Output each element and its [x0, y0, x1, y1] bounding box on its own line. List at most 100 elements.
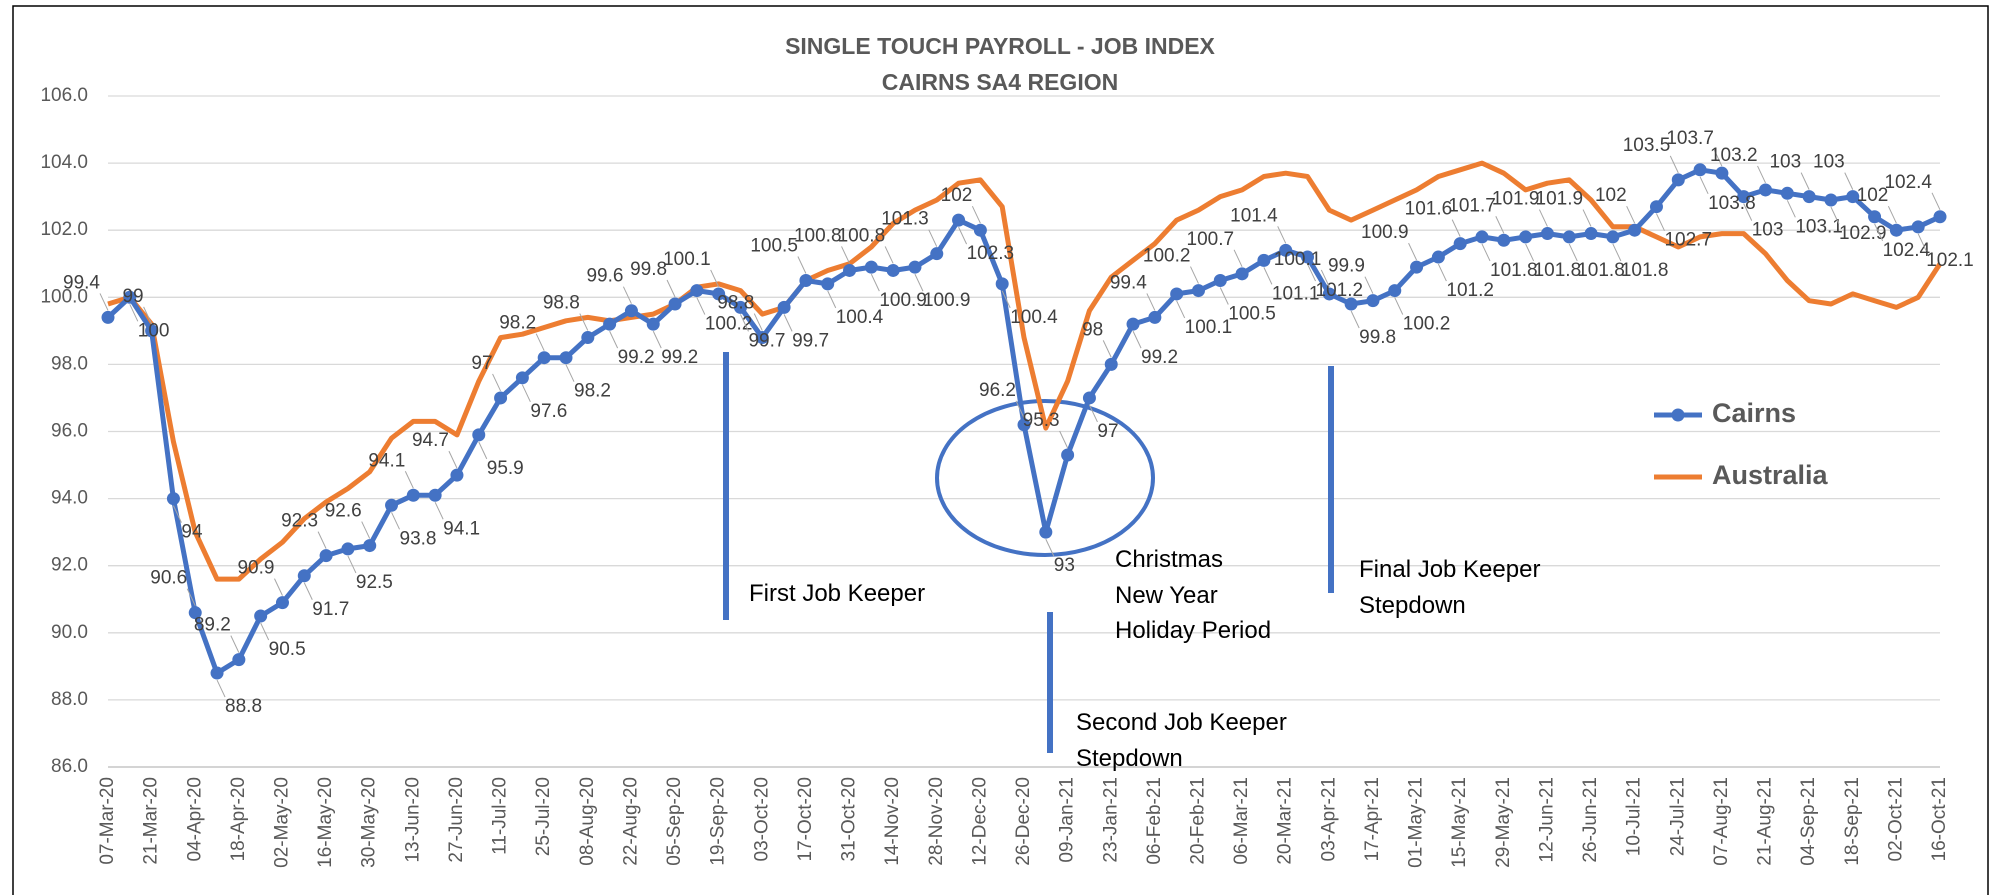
- x-tick-label: 26-Dec-20: [1013, 777, 1034, 866]
- data-point: [1802, 190, 1816, 204]
- data-point: [1562, 230, 1576, 244]
- y-tick-label: 98.0: [51, 353, 88, 374]
- data-point: [1889, 223, 1903, 237]
- data-label: 99.4: [63, 272, 100, 293]
- data-label: 100.9: [923, 290, 971, 311]
- label-leader: [579, 313, 589, 331]
- data-point: [843, 263, 857, 277]
- annotation-ellipse: [935, 399, 1155, 557]
- data-point: [1715, 166, 1729, 180]
- x-tick-label: 16-May-20: [315, 777, 336, 868]
- data-point: [1213, 274, 1227, 288]
- data-point: [1584, 227, 1598, 241]
- data-point: [581, 331, 595, 345]
- label-leader: [274, 578, 283, 596]
- label-leader: [1844, 172, 1854, 190]
- data-point: [275, 596, 289, 610]
- label-leader: [1743, 203, 1753, 221]
- data-point: [1366, 294, 1380, 308]
- label-leader: [1437, 263, 1447, 282]
- data-point: [973, 223, 987, 237]
- x-tick-label: 06-Mar-21: [1231, 777, 1252, 865]
- data-label: 101.9: [1492, 189, 1540, 210]
- data-label: 99.7: [748, 330, 785, 351]
- data-label: 100.4: [836, 307, 884, 328]
- data-point: [712, 287, 726, 301]
- data-label: 99.7: [792, 330, 829, 351]
- data-label: 101.2: [1446, 280, 1494, 301]
- label-leader: [172, 505, 182, 523]
- data-point: [1540, 227, 1554, 241]
- annotation: Stepdown: [1076, 745, 1183, 772]
- data-label: 100.9: [1361, 222, 1409, 243]
- data-point: [755, 331, 769, 345]
- data-label: 100.9: [879, 290, 927, 311]
- y-tick-label: 90.0: [51, 622, 88, 643]
- data-point: [559, 351, 573, 365]
- label-leader: [535, 333, 545, 351]
- data-point: [799, 274, 813, 288]
- label-leader: [1582, 209, 1592, 227]
- y-tick-label: 94.0: [51, 488, 88, 509]
- data-point: [101, 310, 115, 324]
- label-leader: [216, 679, 226, 698]
- data-label: 94.7: [412, 430, 449, 451]
- x-tick-label: 25-Jul-20: [533, 777, 554, 856]
- data-label: 103: [1752, 220, 1784, 241]
- data-label: 102.1: [1926, 250, 1974, 271]
- data-point: [1170, 287, 1184, 301]
- data-label: 93: [1054, 555, 1075, 576]
- data-point: [1126, 317, 1140, 331]
- x-tick-label: 21-Aug-21: [1755, 777, 1776, 866]
- y-tick-label: 92.0: [51, 555, 88, 576]
- data-point: [1061, 448, 1075, 462]
- label-leader: [1874, 223, 1884, 241]
- data-label: 102.3: [967, 243, 1015, 264]
- data-label: 90.9: [237, 558, 274, 579]
- data-point: [1911, 220, 1925, 234]
- x-tick-label: 02-May-20: [271, 777, 292, 868]
- label-leader: [884, 246, 894, 264]
- label-leader: [1146, 293, 1156, 311]
- data-point: [1301, 250, 1315, 264]
- data-label: 100.7: [1187, 229, 1235, 250]
- annotation: Christmas: [1115, 546, 1223, 573]
- label-leader: [448, 450, 458, 469]
- label-leader: [521, 384, 531, 403]
- label-leader: [971, 205, 981, 224]
- data-label: 97: [1097, 421, 1118, 442]
- data-label: 101.1: [1272, 283, 1320, 304]
- data-label: 90.5: [269, 639, 306, 660]
- annotation: New Year: [1115, 582, 1218, 609]
- data-point: [319, 549, 333, 563]
- label-leader: [1612, 243, 1622, 262]
- data-point: [341, 542, 355, 556]
- label-leader: [260, 622, 270, 641]
- x-tick-label: 18-Apr-20: [228, 777, 249, 862]
- x-tick-label: 30-May-20: [359, 777, 380, 868]
- label-leader: [1451, 219, 1461, 237]
- label-leader: [609, 330, 619, 349]
- label-leader: [186, 588, 196, 606]
- data-point: [297, 569, 311, 583]
- y-tick-label: 86.0: [51, 756, 88, 777]
- data-point: [1759, 183, 1773, 197]
- legend-label: Cairns: [1712, 398, 1796, 428]
- x-tick-label: 12-Jun-21: [1536, 777, 1557, 863]
- data-point: [1737, 190, 1751, 204]
- label-leader: [753, 313, 763, 331]
- data-label: 101.8: [1490, 260, 1538, 281]
- data-point: [1649, 200, 1663, 214]
- data-label: 100.1: [1274, 249, 1322, 270]
- data-label: 94: [181, 522, 203, 543]
- data-point: [864, 260, 878, 274]
- data-label: 101.3: [881, 209, 929, 230]
- label-leader: [1408, 242, 1418, 261]
- data-label: 98.8: [543, 293, 580, 314]
- x-tick-label: 20-Mar-21: [1275, 777, 1296, 865]
- label-leader: [1525, 243, 1535, 262]
- x-tick-label: 09-Jan-21: [1057, 777, 1078, 863]
- data-point: [1257, 253, 1271, 267]
- data-label: 100.4: [1010, 307, 1058, 328]
- data-label: 101.8: [1534, 260, 1582, 281]
